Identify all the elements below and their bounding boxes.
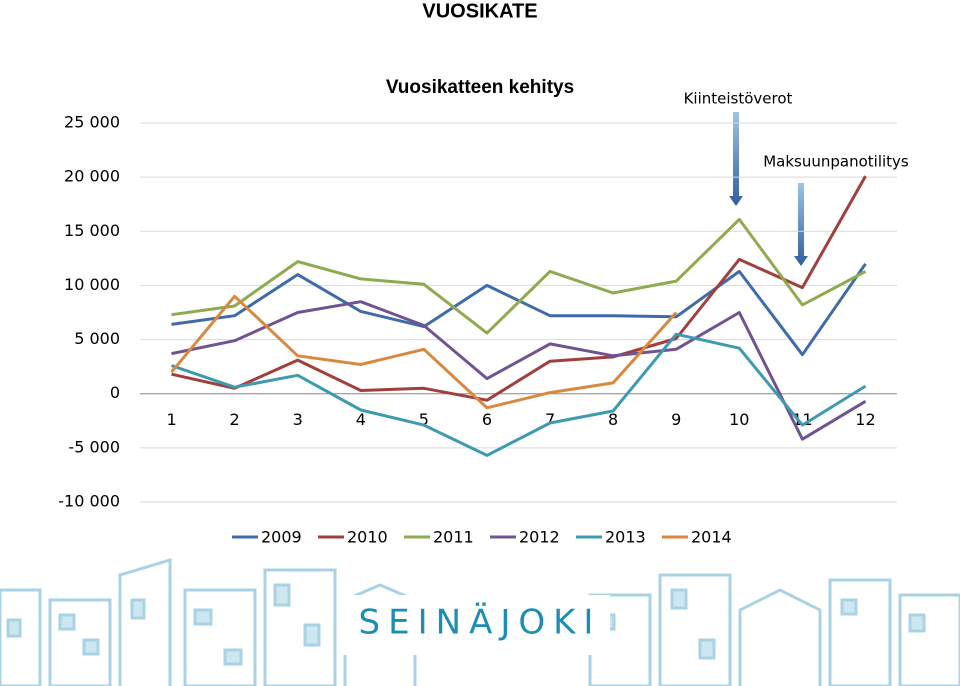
- legend-label: 2013: [605, 528, 646, 547]
- y-tick-label: -5 000: [68, 437, 120, 456]
- legend-label: 2009: [261, 528, 302, 547]
- y-tick-label: 0: [110, 383, 120, 402]
- y-tick-label: -10 000: [58, 492, 120, 511]
- y-tick-label: 5 000: [74, 329, 120, 348]
- legend-label: 2011: [433, 528, 474, 547]
- y-tick-label: 20 000: [64, 167, 120, 186]
- series-line: [171, 217, 867, 335]
- series-line: [170, 294, 678, 410]
- logo-backdrop: [340, 595, 610, 655]
- chart-title: Vuosikatteen kehitys: [386, 77, 574, 98]
- x-tick-label: 2: [230, 410, 240, 429]
- x-tick-label: 8: [608, 410, 618, 429]
- series-line: [171, 300, 867, 441]
- x-tick-label: 4: [356, 410, 366, 429]
- legend-label: 2010: [347, 528, 388, 547]
- x-tick-label: 3: [293, 410, 303, 429]
- x-tick-label: 10: [729, 410, 749, 429]
- series-line: [171, 175, 867, 402]
- annotation: Maksuunpanotilitys: [763, 153, 909, 171]
- legend-label: 2014: [691, 528, 732, 547]
- x-tick-label: 12: [855, 410, 875, 429]
- x-tick-label: 5: [419, 410, 429, 429]
- y-tick-label: 15 000: [64, 221, 120, 240]
- x-tick-label: 1: [166, 410, 176, 429]
- annotation: Kiinteistöverot: [684, 90, 793, 108]
- x-tick-label: 9: [671, 410, 681, 429]
- x-tick-label: 7: [545, 410, 555, 429]
- logo: SEINÄJOKI: [359, 603, 602, 643]
- annotation-arrow: [729, 112, 743, 206]
- annotation-arrow: [794, 183, 808, 266]
- legend-label: 2012: [519, 528, 560, 547]
- slide-title: VUOSIKATE: [422, 0, 537, 22]
- x-tick-label: 11: [792, 410, 812, 429]
- y-tick-label: 10 000: [64, 275, 120, 294]
- x-tick-label: 6: [482, 410, 492, 429]
- y-tick-label: 25 000: [64, 113, 120, 132]
- series-line: [171, 332, 867, 457]
